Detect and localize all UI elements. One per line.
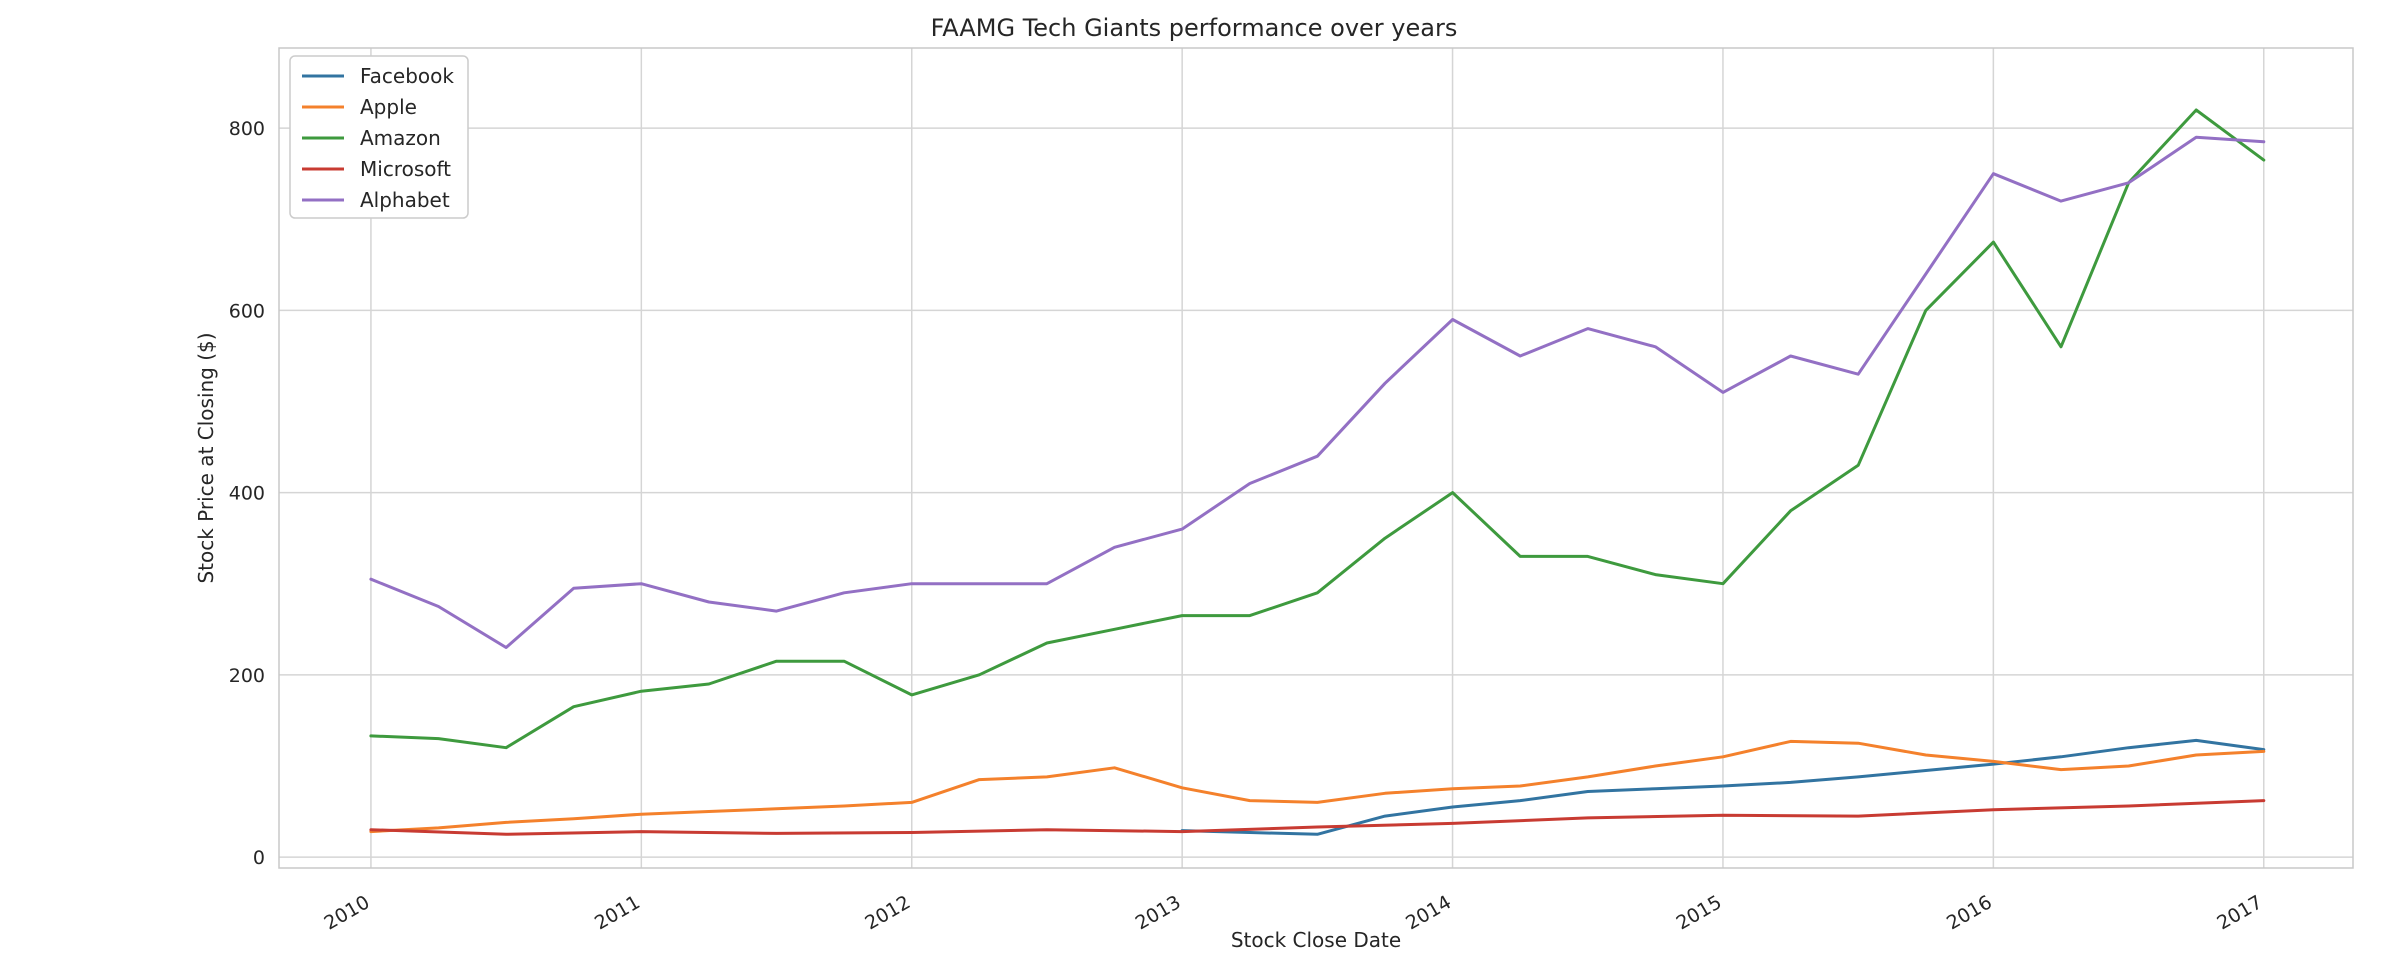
y-tick-labels: 0 200 400 600 800	[229, 118, 265, 869]
y-tick-label: 600	[229, 300, 265, 322]
y-tick-label: 800	[229, 118, 265, 140]
plot-area-frame	[278, 47, 2354, 869]
x-tick-label: 2013	[1132, 891, 1185, 934]
legend-box	[289, 55, 469, 219]
series-line-amazon	[369, 108, 2266, 750]
chart-title: FAAMG Tech Giants performance over years	[931, 14, 1458, 42]
y-gridlines	[279, 127, 2353, 858]
series-line-facebook	[1180, 738, 2266, 836]
x-tick-label: 2015	[1673, 891, 1726, 934]
legend: Facebook Apple Amazon Microsoft Alphabet	[289, 55, 469, 219]
y-tick-label: 400	[229, 483, 265, 505]
x-gridlines	[370, 48, 2265, 868]
legend-entry-label: Microsoft	[360, 157, 451, 181]
legend-entry-label: Alphabet	[360, 188, 450, 212]
legend-entry-label: Facebook	[360, 64, 454, 88]
x-tick-label: 2011	[591, 891, 644, 934]
x-axis-label: Stock Close Date	[1231, 928, 1401, 952]
x-tick-label: 2010	[321, 891, 374, 934]
series-line-alphabet	[369, 135, 2266, 649]
series-line-apple	[369, 739, 2266, 834]
x-tick-label: 2012	[861, 891, 914, 934]
x-tick-label: 2014	[1402, 891, 1455, 934]
legend-entry-label: Apple	[360, 95, 417, 119]
series-lines	[369, 108, 2266, 836]
y-tick-label: 200	[229, 665, 265, 687]
y-axis-label: Stock Price at Closing ($)	[194, 332, 218, 583]
series-line-microsoft	[369, 799, 2266, 836]
x-tick-label: 2016	[1943, 891, 1996, 934]
x-tick-label: 2017	[2213, 891, 2266, 934]
y-tick-label: 0	[253, 847, 265, 869]
legend-entry-label: Amazon	[360, 126, 441, 150]
